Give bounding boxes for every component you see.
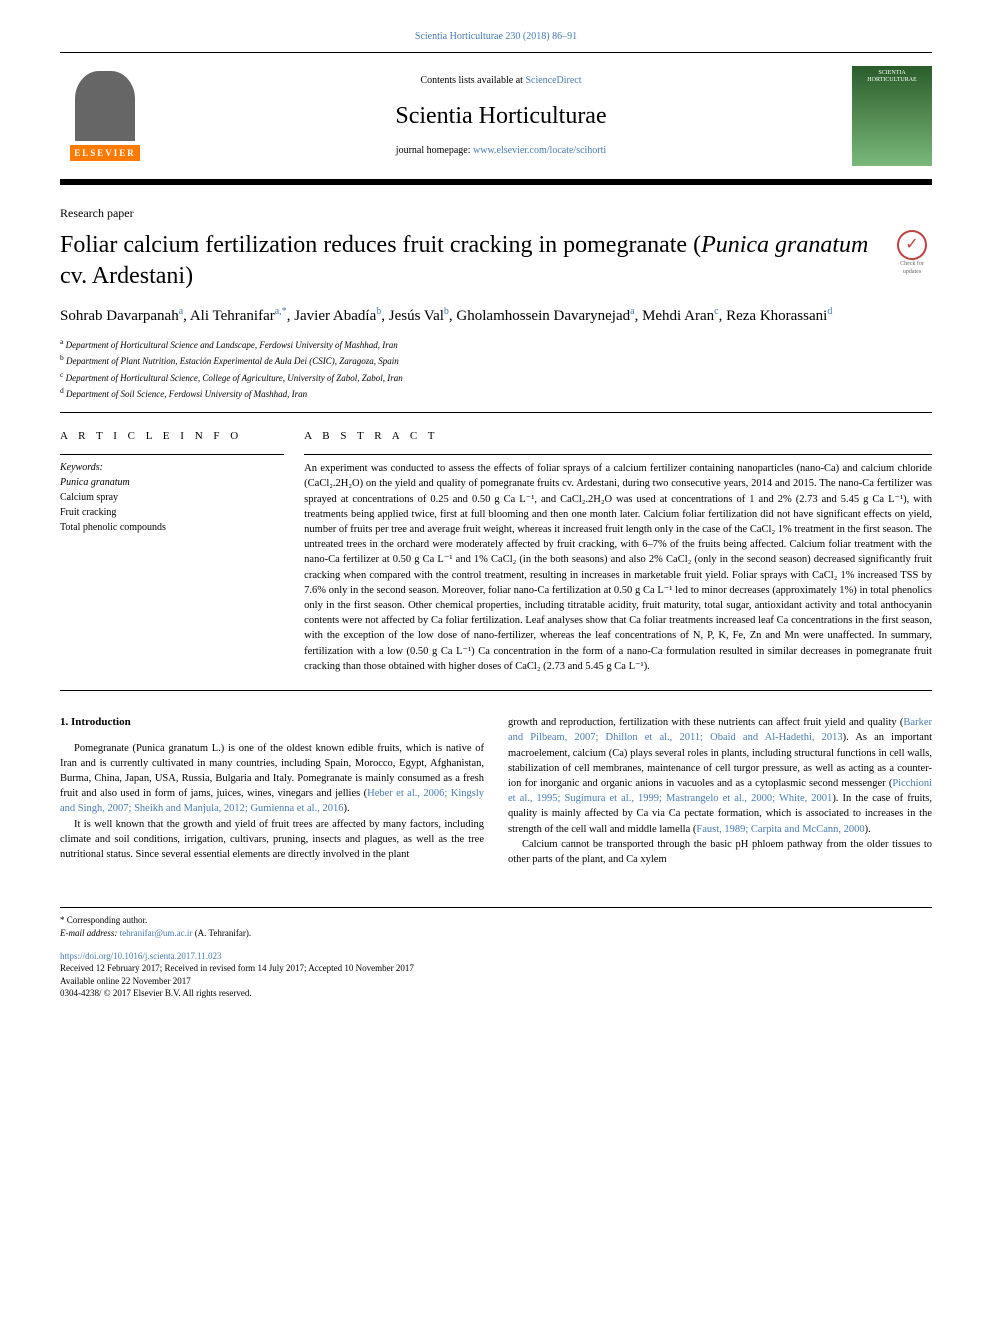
check-updates-label: Check for updates (892, 260, 932, 277)
elsevier-tree-icon (75, 71, 135, 141)
authors: Sohrab Davarpanaha, Ali Tehranifara,*, J… (60, 304, 932, 328)
journal-cover-thumb: SCIENTIA HORTICULTURAE (852, 66, 932, 166)
body-paragraph: Calcium cannot be transported through th… (508, 837, 932, 867)
affiliation: a Department of Horticultural Science an… (60, 336, 932, 353)
contents-prefix: Contents lists available at (420, 75, 525, 86)
right-column: growth and reproduction, fertilization w… (508, 715, 932, 867)
divider (304, 454, 932, 455)
keyword: Calcium spray (60, 490, 284, 505)
info-abstract-row: A R T I C L E I N F O Keywords: Punica g… (60, 429, 932, 674)
title-species: Punica granatum (701, 232, 868, 258)
title-tail: cv. Ardestani) (60, 263, 193, 289)
contents-line: Contents lists available at ScienceDirec… (150, 74, 852, 88)
title-row: Foliar calcium fertilization reduces fru… (60, 230, 932, 292)
affiliation-text: Department of Soil Science, Ferdowsi Uni… (66, 389, 307, 399)
body-paragraph: Pomegranate (Punica granatum L.) is one … (60, 741, 484, 817)
body-paragraph: It is well known that the growth and yie… (60, 817, 484, 863)
paper-title: Foliar calcium fertilization reduces fru… (60, 230, 882, 292)
abstract-text: An experiment was conducted to assess th… (304, 461, 932, 674)
elsevier-logo: ELSEVIER (60, 61, 150, 171)
affiliation-text: Department of Horticultural Science and … (66, 340, 398, 350)
keyword: Fruit cracking (60, 505, 284, 520)
affiliation: c Department of Horticultural Science, C… (60, 369, 932, 386)
doi-link[interactable]: https://doi.org/10.1016/j.scienta.2017.1… (60, 951, 222, 961)
doi-line: https://doi.org/10.1016/j.scienta.2017.1… (60, 950, 932, 963)
copyright-line: 0304-4238/ © 2017 Elsevier B.V. All righ… (60, 987, 932, 1000)
divider (60, 690, 932, 691)
body-columns: 1. Introduction Pomegranate (Punica gran… (60, 715, 932, 867)
header-center: Contents lists available at ScienceDirec… (150, 74, 852, 158)
elsevier-label: ELSEVIER (70, 145, 140, 162)
body-paragraph: growth and reproduction, fertilization w… (508, 715, 932, 837)
article-info-heading: A R T I C L E I N F O (60, 429, 284, 444)
divider (60, 412, 932, 413)
journal-cover-label: SCIENTIA HORTICULTURAE (856, 70, 928, 83)
title-main: Foliar calcium fertilization reduces fru… (60, 232, 701, 258)
sciencedirect-link[interactable]: ScienceDirect (525, 75, 581, 86)
introduction-section: 1. Introduction Pomegranate (Punica gran… (60, 715, 932, 867)
available-line: Available online 22 November 2017 (60, 975, 932, 988)
journal-ref-top: Scientia Horticulturae 230 (2018) 86–91 (60, 30, 932, 44)
check-updates-badge[interactable]: ✓ Check for updates (892, 230, 932, 280)
email-suffix: (A. Tehranifar). (192, 928, 251, 938)
checkmark-icon: ✓ (897, 230, 927, 260)
abstract-heading: A B S T R A C T (304, 429, 932, 444)
footer: * Corresponding author. E-mail address: … (60, 907, 932, 1000)
affiliation: d Department of Soil Science, Ferdowsi U… (60, 385, 932, 402)
intro-heading: 1. Introduction (60, 715, 484, 730)
received-line: Received 12 February 2017; Received in r… (60, 962, 932, 975)
homepage-line: journal homepage: www.elsevier.com/locat… (150, 144, 852, 158)
affiliation: b Department of Plant Nutrition, Estació… (60, 352, 932, 369)
affiliation-text: Department of Plant Nutrition, Estación … (66, 356, 399, 366)
affiliations: a Department of Horticultural Science an… (60, 336, 932, 402)
abstract-column: A B S T R A C T An experiment was conduc… (304, 429, 932, 674)
email-link[interactable]: tehranifar@um.ac.ir (120, 928, 193, 938)
left-column: 1. Introduction Pomegranate (Punica gran… (60, 715, 484, 867)
homepage-prefix: journal homepage: (396, 145, 473, 156)
email-line: E-mail address: tehranifar@um.ac.ir (A. … (60, 927, 932, 940)
affiliation-text: Department of Horticultural Science, Col… (66, 373, 403, 383)
journal-header: ELSEVIER Contents lists available at Sci… (60, 52, 932, 185)
keyword: Total phenolic compounds (60, 520, 284, 535)
journal-name: Scientia Horticulturae (150, 100, 852, 134)
corresponding-author: * Corresponding author. (60, 914, 932, 927)
email-label: E-mail address: (60, 928, 120, 938)
article-info: A R T I C L E I N F O Keywords: Punica g… (60, 429, 304, 674)
paper-type: Research paper (60, 205, 932, 222)
divider (60, 454, 284, 455)
keyword: Punica granatum (60, 475, 284, 490)
keyword-text: Punica granatum (60, 477, 130, 488)
keywords-label: Keywords: (60, 461, 284, 475)
homepage-link[interactable]: www.elsevier.com/locate/scihorti (473, 145, 606, 156)
keywords-list: Punica granatum Calcium spray Fruit crac… (60, 475, 284, 535)
